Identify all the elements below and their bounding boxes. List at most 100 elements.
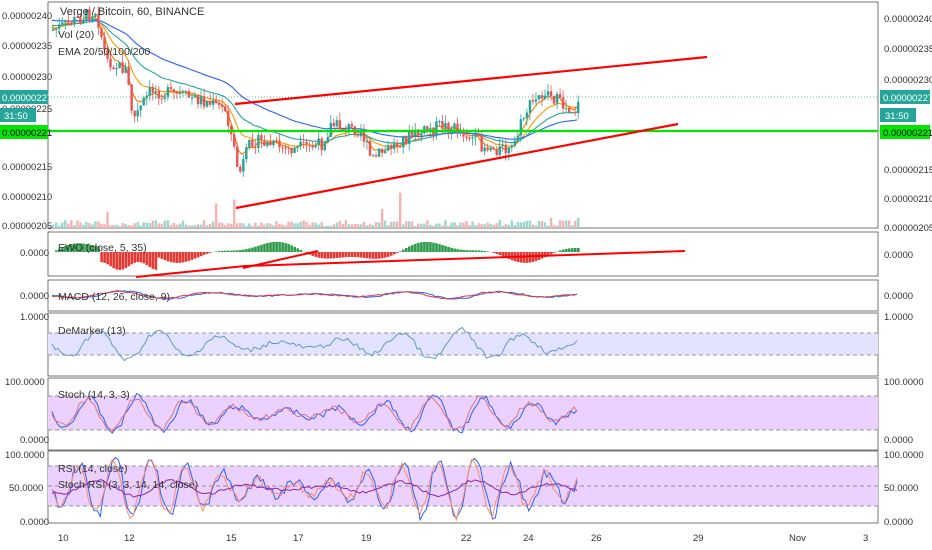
candle-body (82, 20, 85, 24)
ewo-bar (338, 252, 342, 258)
volume-bars (52, 192, 580, 228)
ewo-bar (528, 252, 532, 263)
volume-bar (305, 221, 308, 228)
volume-bar (64, 220, 67, 228)
svg-text:0.00000235: 0.00000235 (884, 44, 932, 55)
volume-bar (236, 223, 239, 228)
svg-text:0.00000240: 0.00000240 (884, 14, 932, 25)
ewo-bar (386, 252, 390, 257)
ewo-bar (314, 252, 318, 257)
candle-body (417, 129, 420, 136)
ewo-bar (257, 245, 260, 252)
ewo-bar (94, 245, 97, 252)
trend-lines[interactable] (234, 55, 708, 210)
volume-bar (166, 220, 170, 228)
volume-bar (474, 224, 477, 228)
ewo-bar (374, 252, 378, 259)
candle-body (275, 140, 278, 142)
ewo-bar (492, 252, 496, 253)
candle-body (308, 144, 311, 146)
volume-bar (115, 224, 118, 228)
candle-body (299, 141, 302, 147)
chart-title: Verge / Bitcoin, 60, BINANCE (60, 6, 204, 18)
ewo-trend-lines[interactable] (135, 250, 686, 278)
volume-bar (498, 220, 501, 228)
ewo-bar (444, 246, 447, 252)
ewo-bar (495, 252, 499, 254)
ewo-bar (67, 244, 70, 252)
candle-body (293, 148, 296, 154)
volume-bar (561, 220, 565, 228)
ewo-bar (311, 252, 315, 256)
volume-bar (426, 220, 429, 228)
candle-body (251, 139, 254, 147)
candle-body (245, 147, 248, 160)
ewo-bar (564, 248, 568, 252)
ewo-bar (329, 252, 333, 259)
ewo-bar (296, 248, 300, 252)
candle-body (513, 140, 517, 147)
demarker-line (51, 326, 578, 362)
volume-bar (417, 223, 420, 228)
candle-body (154, 90, 157, 93)
volume-bar (302, 220, 305, 228)
volume-bar (172, 222, 176, 228)
candle-body (456, 123, 459, 133)
rsi-lines (51, 456, 578, 522)
candle-body (124, 66, 127, 73)
ewo-bar (64, 245, 67, 252)
candle-body (558, 94, 562, 98)
candle-body (537, 95, 541, 100)
volume-bar (438, 223, 441, 228)
volume-bar (245, 225, 248, 228)
x-axis: 10 12 15 17 19 22 24 26 29 Nov 3 (58, 533, 868, 544)
svg-text:22: 22 (461, 533, 472, 544)
volume-bar (483, 224, 486, 228)
svg-text:1.0000: 1.0000 (884, 312, 913, 323)
candle-body (184, 91, 188, 93)
ewo-bar (438, 244, 441, 252)
volume-bar (76, 220, 79, 228)
ewo-label: EWO (close, 5, 35) (58, 242, 147, 254)
candle-body (380, 148, 384, 153)
svg-text:100.0000: 100.0000 (884, 450, 924, 461)
volume-bar (251, 225, 254, 228)
ewo-bar (82, 243, 85, 252)
candle-body (471, 137, 474, 139)
volume-bar (395, 221, 399, 228)
candle-body (426, 126, 429, 132)
volume-bar (130, 225, 133, 228)
candle-body (127, 66, 130, 85)
candle-body (549, 91, 553, 96)
volume-bar (85, 221, 88, 228)
candle-body (356, 135, 360, 137)
ewo-bar (498, 252, 502, 256)
ewo-bar (401, 249, 405, 252)
candle-body (570, 112, 574, 114)
volume-bar (254, 222, 257, 228)
ewo-bar (420, 242, 423, 252)
ewo-bar (160, 252, 164, 259)
candle-body (214, 99, 218, 103)
ewo-bar (395, 252, 399, 253)
svg-text:31:50: 31:50 (885, 111, 909, 122)
candle-body (359, 130, 363, 137)
stoch-label: Stoch (14, 3, 3) (58, 389, 130, 401)
ewo-bar (127, 252, 131, 267)
candle-body (411, 131, 414, 137)
volume-bar (148, 223, 151, 228)
volume-bar (139, 225, 142, 228)
candle-body (115, 67, 118, 70)
candle-body (480, 136, 483, 152)
candle-body (374, 155, 378, 157)
ewo-bar (453, 248, 456, 252)
demarker-band (48, 333, 878, 355)
candle-body (284, 147, 287, 149)
candle-body (248, 139, 251, 148)
candle-body (414, 129, 417, 137)
candle-body (76, 17, 79, 19)
ewo-bar (543, 252, 547, 258)
volume-bar (522, 221, 526, 228)
candle-body (226, 111, 230, 126)
